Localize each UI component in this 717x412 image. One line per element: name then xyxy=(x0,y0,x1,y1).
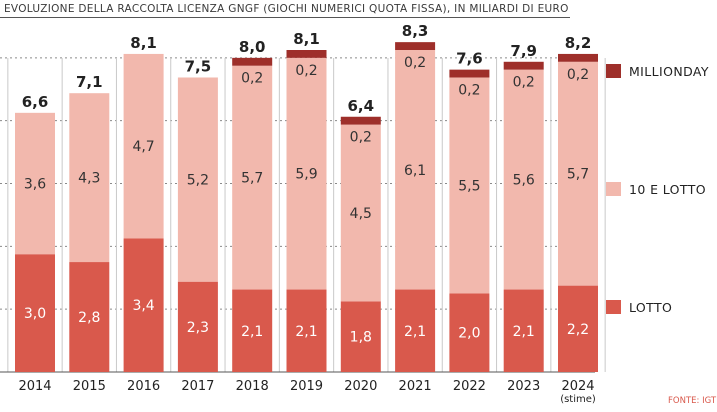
bar-segment xyxy=(503,69,544,290)
x-tick-label: 2016 xyxy=(127,379,160,394)
segment-value-label: 0,2 xyxy=(404,55,426,71)
bar-segment xyxy=(232,65,273,290)
bar-segment xyxy=(69,262,110,372)
x-tick-label: 2024 xyxy=(561,379,594,394)
x-tick-label: 2014 xyxy=(18,379,51,394)
x-tick-note: (stime) xyxy=(560,394,596,405)
bar-segment xyxy=(395,50,436,290)
segment-value-label: 5,6 xyxy=(513,173,535,189)
segment-value-label: 2,1 xyxy=(404,324,426,340)
segment-value-label: 4,5 xyxy=(350,206,372,222)
bar-segment xyxy=(340,124,381,302)
segment-value-label: 0,2 xyxy=(513,75,535,91)
bar-total-label: 8,3 xyxy=(402,22,429,40)
x-tick-label: 2017 xyxy=(181,379,214,394)
bar-segment xyxy=(286,50,327,58)
segment-value-label: 2,8 xyxy=(78,310,100,326)
bar-segment xyxy=(123,53,164,239)
segment-value-label: 6,1 xyxy=(404,163,426,179)
bar-segment xyxy=(232,57,273,66)
source-label: FONTE: IGT xyxy=(668,396,717,406)
segment-value-label: 0,2 xyxy=(350,130,372,146)
segment-value-label: 1,8 xyxy=(350,330,372,346)
segment-value-label: 2,2 xyxy=(567,322,589,338)
bar-total-label: 8,1 xyxy=(293,30,320,48)
bar-segment xyxy=(15,112,55,255)
title-rule xyxy=(0,17,570,18)
bar-total-label: 8,1 xyxy=(130,34,157,52)
segment-value-label: 2,1 xyxy=(513,324,535,340)
segment-value-label: 3,4 xyxy=(132,298,154,314)
segment-value-label: 5,7 xyxy=(567,167,589,183)
bar-segment xyxy=(449,69,490,78)
bar-segment xyxy=(558,53,598,62)
bar-segment xyxy=(558,61,598,286)
x-tick-label: 2021 xyxy=(399,379,432,394)
segment-value-label: 0,2 xyxy=(241,71,263,87)
x-tick-label: 2020 xyxy=(344,379,377,394)
bar-segment xyxy=(503,289,544,372)
segment-value-label: 5,9 xyxy=(295,167,317,183)
bar-total-label: 8,2 xyxy=(565,34,592,52)
bar-total-label: 7,1 xyxy=(76,73,103,91)
bar-total-label: 8,0 xyxy=(239,38,266,56)
x-tick-label: 2019 xyxy=(290,379,323,394)
legend-label: LOTTO xyxy=(629,300,672,315)
segment-value-label: 0,2 xyxy=(458,82,480,98)
bar-segment xyxy=(503,61,544,70)
bar-total-label: 7,6 xyxy=(456,50,483,68)
legend-swatch xyxy=(606,300,621,314)
bar-total-label: 7,5 xyxy=(185,57,212,75)
bar-segment xyxy=(286,57,327,290)
segment-value-label: 0,2 xyxy=(295,63,317,79)
bar-segment xyxy=(449,77,490,294)
bar-segment xyxy=(340,116,381,125)
segment-value-label: 5,2 xyxy=(187,173,209,189)
bar-segment xyxy=(395,289,436,372)
legend-label: MILLIONDAY xyxy=(629,64,709,79)
x-tick-label: 2015 xyxy=(73,379,106,394)
segment-value-label: 2,3 xyxy=(187,320,209,336)
legend-label: 10 E LOTTO xyxy=(629,182,706,197)
bar-segment xyxy=(177,77,218,282)
segment-value-label: 2,1 xyxy=(241,324,263,340)
segment-value-label: 4,3 xyxy=(78,171,100,187)
bar-segment xyxy=(340,301,381,372)
x-tick-label: 2022 xyxy=(453,379,486,394)
bar-segment xyxy=(395,42,436,50)
bar-total-label: 6,6 xyxy=(22,93,49,111)
segment-value-label: 2,0 xyxy=(458,326,480,342)
bar-segment xyxy=(558,285,598,372)
bar-segment xyxy=(69,93,110,263)
bar-total-label: 7,9 xyxy=(510,42,537,60)
segment-value-label: 2,1 xyxy=(295,324,317,340)
bar-total-label: 6,4 xyxy=(348,97,375,115)
segment-value-label: 3,0 xyxy=(24,306,46,322)
bar-segment xyxy=(177,281,218,372)
segment-value-label: 4,7 xyxy=(132,139,154,155)
bar-segment xyxy=(123,238,164,372)
segment-value-label: 5,7 xyxy=(241,171,263,187)
segment-value-label: 3,6 xyxy=(24,177,46,193)
x-tick-label: 2018 xyxy=(236,379,269,394)
legend-swatch xyxy=(606,182,621,196)
bar-segment xyxy=(286,289,327,372)
legend-swatch xyxy=(606,64,621,78)
x-tick-label: 2023 xyxy=(507,379,540,394)
chart-title: EVOLUZIONE DELLA RACCOLTA LICENZA GNGF (… xyxy=(4,3,569,15)
bar-segment xyxy=(232,289,273,372)
bar-segment xyxy=(15,254,55,372)
segment-value-label: 0,2 xyxy=(567,67,589,83)
bar-segment xyxy=(449,293,490,372)
segment-value-label: 5,5 xyxy=(458,178,480,194)
